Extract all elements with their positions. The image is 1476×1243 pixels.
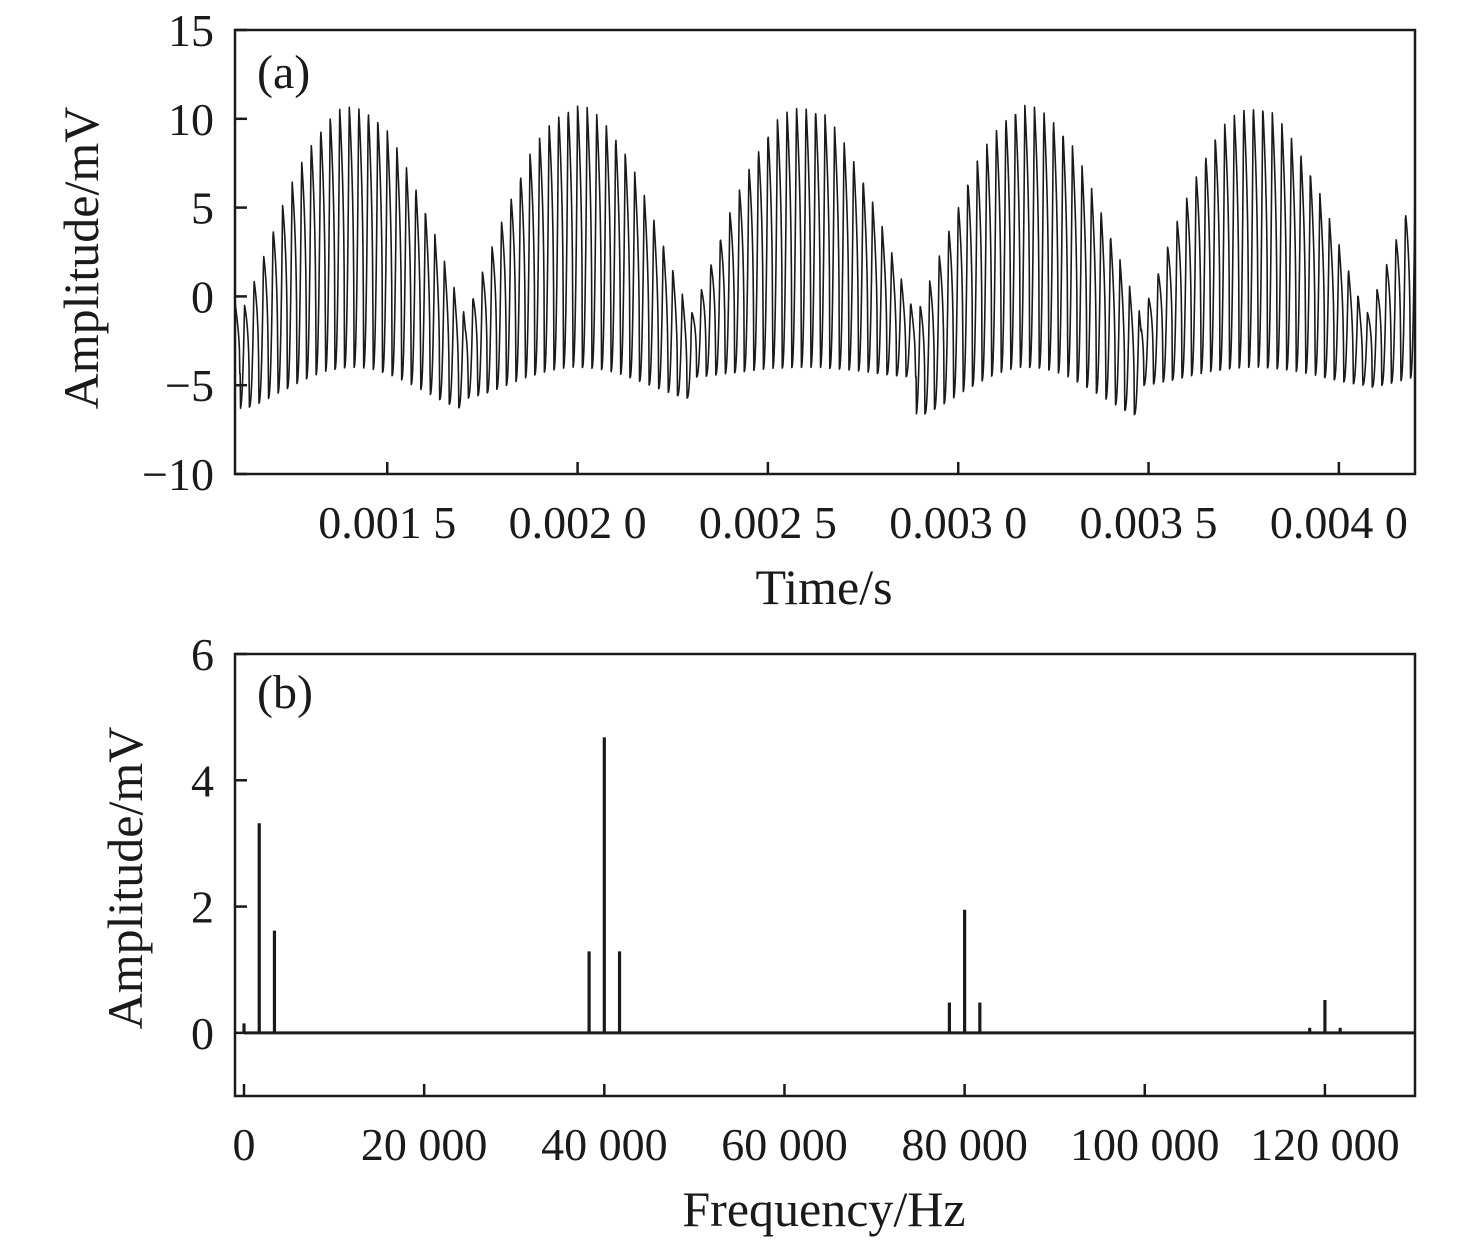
panel-a-x-tick-label: 0.001 5 (318, 497, 456, 548)
panel-a-y-tick-label: −5 (165, 360, 214, 411)
panel-a-y-tick-label: 10 (168, 94, 214, 145)
panel-a-time-domain-chart: (a) Amplitude/mV Time/s 0.001 5 0.002 0 0.… (53, 5, 1417, 615)
panel-b-frequency-spectrum-chart: (b) Amplitude/mV Frequency/Hz 0 20 000 40 … (97, 629, 1417, 1237)
panel-a-x-tick-label: 0.004 0 (1270, 497, 1408, 548)
panel-a-x-tick-label: 0.003 0 (889, 497, 1027, 548)
panel-b-plot-frame (233, 652, 1417, 1098)
panel-a-label: (a) (257, 46, 310, 99)
panel-b-y-tick-label: 6 (191, 629, 214, 680)
panel-a-y-tick-label: 15 (168, 5, 214, 56)
panel-a-y-tick-label: −10 (142, 449, 214, 500)
panel-a-y-axis-title: Amplitude/mV (53, 107, 109, 410)
panel-b-x-tick-label: 20 000 (361, 1119, 488, 1170)
panel-b-y-tick-label: 0 (191, 1008, 214, 1059)
panel-b-y-tick-label: 2 (191, 882, 214, 933)
panel-b-x-tick-label: 120 000 (1250, 1119, 1400, 1170)
panel-b-label: (b) (257, 666, 313, 719)
panel-a-x-tick-label: 0.002 0 (509, 497, 647, 548)
panel-b-x-tick-label: 80 000 (901, 1119, 1028, 1170)
panel-a-y-tick-label: 0 (191, 271, 214, 322)
panel-b-x-tick-label: 40 000 (541, 1119, 668, 1170)
panel-b-x-tick-label: 60 000 (721, 1119, 848, 1170)
panel-a-y-tick-label: 5 (191, 183, 214, 234)
panel-a-x-tick-label: 0.003 5 (1080, 497, 1218, 548)
panel-b-x-axis-title: Frequency/Hz (682, 1181, 965, 1237)
panel-b-y-axis-title: Amplitude/mV (97, 727, 153, 1030)
panel-a-x-tick-label: 0.002 5 (699, 497, 837, 548)
panel-b-x-tick-label: 0 (233, 1119, 256, 1170)
panel-a-signal-trace (234, 104, 1416, 416)
panel-a-plot-frame (233, 28, 1417, 476)
panel-b-y-tick-label: 4 (191, 755, 214, 806)
panel-a-x-axis-title: Time/s (755, 559, 892, 615)
panel-b-x-tick-label: 100 000 (1070, 1119, 1220, 1170)
